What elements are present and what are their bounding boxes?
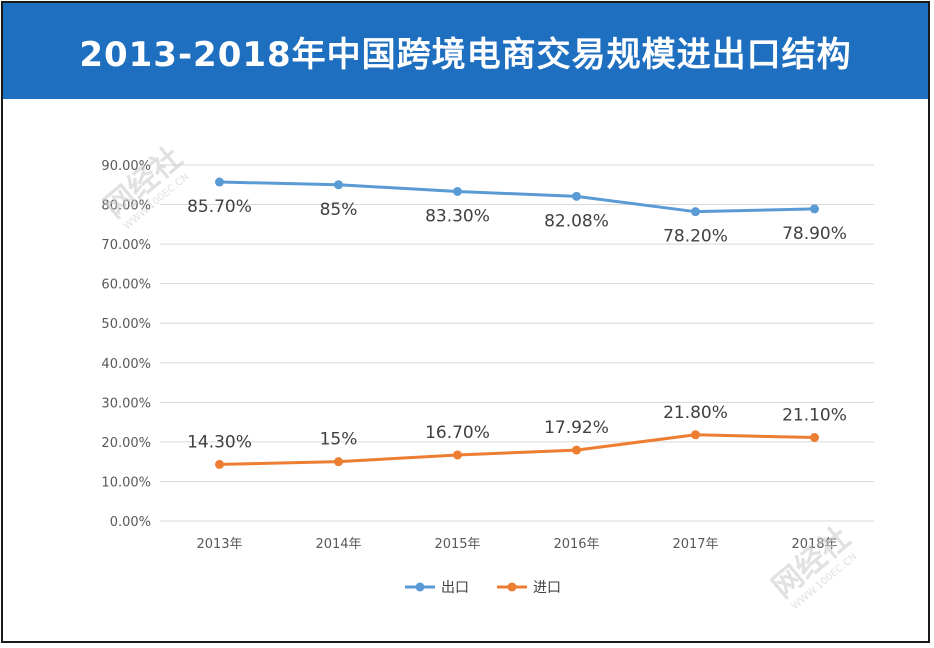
data-label: 78.20% <box>663 227 728 247</box>
y-tick-label: 30.00% <box>101 396 151 411</box>
chart-title: 2013-2018年中国跨境电商交易规模进出口结构 <box>79 34 852 75</box>
data-point <box>215 459 224 469</box>
series-import: 14.30% 15% 16.70% 17.92% 21.80% 21.10% <box>187 403 847 469</box>
grid-lines <box>160 164 874 522</box>
y-tick-label: 20.00% <box>101 436 151 451</box>
y-tick-label: 80.00% <box>101 199 151 214</box>
y-tick-label: 40.00% <box>101 357 151 372</box>
data-point <box>572 445 581 455</box>
series-line <box>219 433 815 466</box>
data-label: 14.30% <box>187 432 252 452</box>
legend-swatch-marker <box>507 582 517 592</box>
data-label: 78.90% <box>782 224 847 244</box>
series-line <box>219 180 815 214</box>
y-tick-label: 10.00% <box>101 475 151 490</box>
series-group: 85.70% 85% 83.30% 82.08%78.20% 78.90%14.30% 1… <box>187 177 847 469</box>
x-tick-label: 2013年 <box>196 537 242 552</box>
data-label: 85% <box>320 200 358 220</box>
data-label: 15% <box>320 430 358 450</box>
data-point <box>691 207 700 217</box>
data-label: 83.30% <box>425 207 490 227</box>
x-tick-label: 2018年 <box>791 537 837 552</box>
data-label: 85.70% <box>187 197 252 217</box>
x-tick-label: 2017年 <box>672 537 718 552</box>
y-tick-label: 50.00% <box>101 317 151 332</box>
title-banner: 2013-2018年中国跨境电商交易规模进出口结构 <box>3 3 928 99</box>
y-tick-label: 0.00% <box>110 515 151 530</box>
data-point <box>453 450 462 460</box>
data-label: 82.08% <box>544 211 609 231</box>
data-point <box>572 191 581 201</box>
legend-item: 出口 <box>405 580 469 596</box>
data-point <box>334 457 343 467</box>
data-point <box>334 180 343 190</box>
data-point <box>453 187 462 197</box>
x-tick-label: 2016年 <box>553 537 599 552</box>
y-tick-label: 60.00% <box>101 278 151 293</box>
x-tick-label: 2014年 <box>315 537 361 552</box>
data-label: 21.10% <box>782 406 847 426</box>
data-label: 16.70% <box>425 423 490 443</box>
x-tick-label: 2015年 <box>434 537 480 552</box>
data-label: 17.92% <box>544 418 609 438</box>
x-axis: 2013年 2014年 2015年 2016年 2017年 2018年 <box>196 537 837 552</box>
series-export: 85.70% 85% 83.30% 82.08% 78.20% 78.90% <box>187 177 847 247</box>
legend-label: 出口 <box>441 580 469 596</box>
y-axis: 0.00% 10.00% 20.00% 30.00% 40.00% 50.00% 60.00… <box>101 159 151 530</box>
legend-label: 进口 <box>533 580 561 596</box>
y-tick-label: 90.00% <box>101 159 151 174</box>
y-tick-label: 70.00% <box>101 238 151 253</box>
data-label: 21.80% <box>663 403 728 423</box>
line-chart: 0.00% 10.00% 20.00% 30.00% 40.00% 50.00% 60.00… <box>98 140 874 612</box>
data-point <box>810 204 819 214</box>
data-point <box>691 430 700 440</box>
legend-item: 进口 <box>497 580 561 596</box>
data-point <box>810 433 819 443</box>
legend: 出口 进口 <box>405 580 561 596</box>
data-point <box>215 177 224 187</box>
legend-swatch-marker <box>415 582 425 592</box>
